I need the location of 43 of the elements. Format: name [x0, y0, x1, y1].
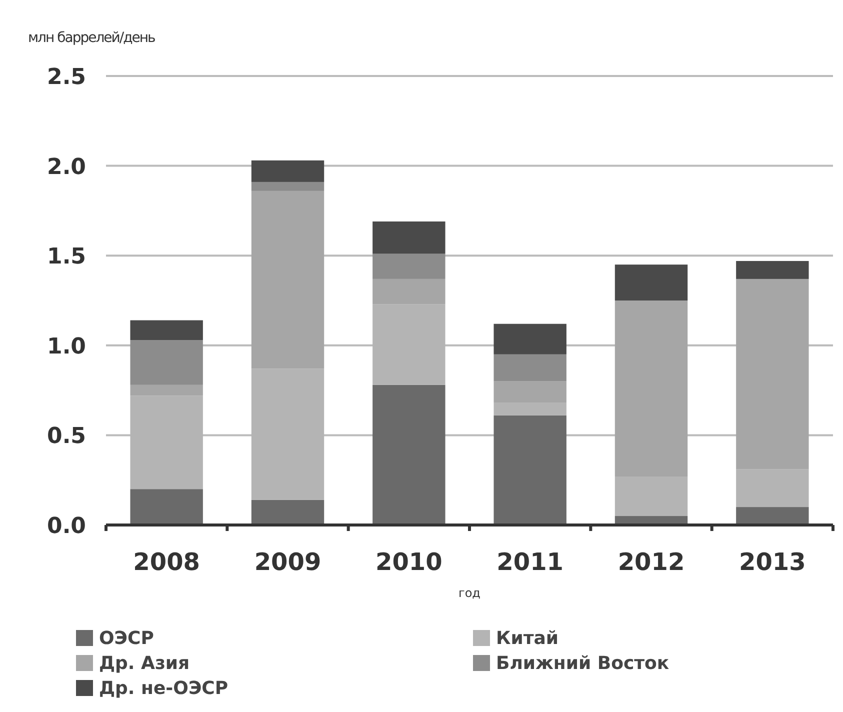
bar: [130, 489, 203, 525]
bar: [736, 260, 809, 279]
y-tick-label: 1.5: [47, 244, 86, 270]
y-tick-label: 2.5: [47, 65, 86, 90]
bar: [736, 507, 809, 525]
bar: [494, 402, 566, 416]
bar: [494, 354, 566, 382]
bar: [251, 182, 324, 191]
bar: [614, 264, 688, 300]
x-tick-label: 2012: [618, 548, 685, 576]
x-tick-label: 2013: [739, 548, 806, 576]
legend-label: ОЭСР: [99, 628, 154, 649]
x-axis-title: год: [458, 586, 480, 600]
bar: [494, 415, 566, 525]
bar: [494, 324, 566, 354]
bar: [494, 381, 566, 403]
bar: [251, 500, 324, 525]
legend-label: Др. не-ОЭСР: [99, 678, 228, 699]
legend-label: Ближний Восток: [496, 653, 670, 674]
x-tick-label: 2010: [376, 548, 442, 576]
bar: [372, 278, 446, 304]
legend-label: Китай: [496, 628, 559, 649]
y-tick-label: 0.0: [47, 514, 86, 539]
y-tick-label: 0.5: [47, 424, 86, 450]
bar: [372, 384, 446, 525]
x-tick-label: 2008: [133, 548, 200, 576]
bar: [736, 469, 809, 508]
bar: [614, 300, 688, 477]
y-tick-label: 1.0: [47, 334, 86, 360]
y-axis-title: млн баррелей/день: [28, 30, 156, 46]
bar: [251, 190, 324, 369]
bar: [130, 320, 203, 340]
bar: [251, 160, 324, 182]
bar: [372, 221, 446, 254]
x-tick-label: 2011: [496, 548, 564, 576]
bar: [372, 254, 446, 279]
y-tick-label: 2.0: [47, 154, 86, 180]
bar: [130, 340, 203, 385]
x-tick-label: 2009: [254, 548, 322, 576]
bar: [736, 278, 809, 470]
bar: [614, 476, 688, 516]
bar: [130, 384, 203, 396]
legend-label: Др. Азия: [99, 653, 190, 674]
